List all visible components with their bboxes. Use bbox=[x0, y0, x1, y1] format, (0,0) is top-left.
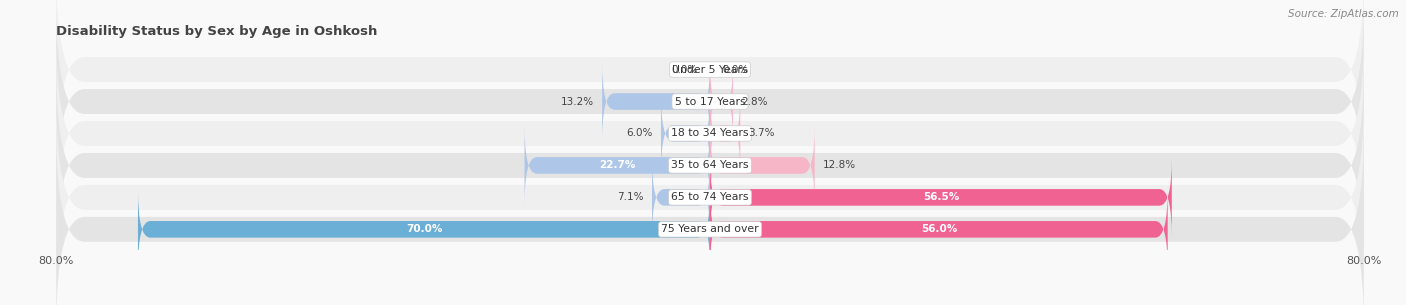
Text: 56.0%: 56.0% bbox=[921, 224, 957, 234]
FancyBboxPatch shape bbox=[138, 190, 710, 269]
Text: 6.0%: 6.0% bbox=[627, 128, 652, 138]
Text: 3.7%: 3.7% bbox=[748, 128, 775, 138]
Text: 0.0%: 0.0% bbox=[672, 65, 697, 74]
Text: 5 to 17 Years: 5 to 17 Years bbox=[675, 96, 745, 106]
FancyBboxPatch shape bbox=[524, 126, 710, 205]
Text: 35 to 64 Years: 35 to 64 Years bbox=[671, 160, 749, 170]
Text: 56.5%: 56.5% bbox=[922, 192, 959, 203]
FancyBboxPatch shape bbox=[56, 98, 1364, 297]
FancyBboxPatch shape bbox=[56, 66, 1364, 265]
FancyBboxPatch shape bbox=[710, 94, 741, 173]
FancyBboxPatch shape bbox=[56, 0, 1364, 169]
Text: Disability Status by Sex by Age in Oshkosh: Disability Status by Sex by Age in Oshko… bbox=[56, 25, 378, 38]
FancyBboxPatch shape bbox=[710, 190, 1167, 269]
Text: 2.8%: 2.8% bbox=[741, 96, 768, 106]
Text: 65 to 74 Years: 65 to 74 Years bbox=[671, 192, 749, 203]
Text: 12.8%: 12.8% bbox=[823, 160, 856, 170]
FancyBboxPatch shape bbox=[56, 34, 1364, 233]
Text: Source: ZipAtlas.com: Source: ZipAtlas.com bbox=[1288, 9, 1399, 19]
Text: 7.1%: 7.1% bbox=[617, 192, 644, 203]
Text: 0.0%: 0.0% bbox=[723, 65, 748, 74]
Text: 70.0%: 70.0% bbox=[406, 224, 441, 234]
FancyBboxPatch shape bbox=[710, 62, 733, 141]
FancyBboxPatch shape bbox=[710, 126, 814, 205]
Text: 18 to 34 Years: 18 to 34 Years bbox=[671, 128, 749, 138]
FancyBboxPatch shape bbox=[56, 2, 1364, 201]
Text: 22.7%: 22.7% bbox=[599, 160, 636, 170]
Text: 75 Years and over: 75 Years and over bbox=[661, 224, 759, 234]
FancyBboxPatch shape bbox=[661, 94, 710, 173]
Text: Under 5 Years: Under 5 Years bbox=[672, 65, 748, 74]
FancyBboxPatch shape bbox=[56, 130, 1364, 305]
FancyBboxPatch shape bbox=[652, 158, 710, 237]
Text: 13.2%: 13.2% bbox=[561, 96, 593, 106]
FancyBboxPatch shape bbox=[710, 158, 1171, 237]
FancyBboxPatch shape bbox=[602, 62, 710, 141]
